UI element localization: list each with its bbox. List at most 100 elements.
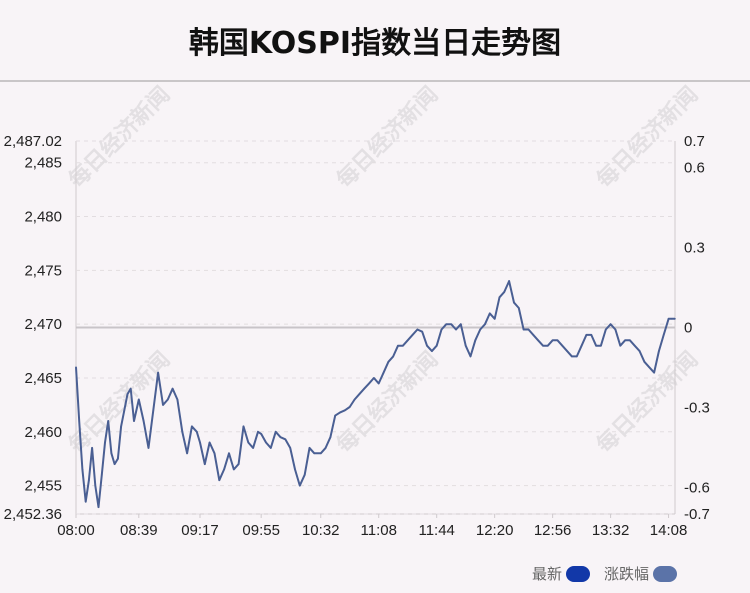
series-point [571, 355, 573, 358]
right-tick-label-5: -0.6 [684, 479, 710, 496]
series-point [547, 344, 549, 347]
series-point [308, 447, 311, 449]
series-point [580, 344, 583, 347]
series-group [75, 280, 676, 509]
series-point [279, 436, 282, 439]
series-point [260, 433, 263, 435]
series-point [110, 452, 113, 455]
series-point [320, 452, 322, 455]
series-point [674, 318, 676, 320]
right-tick-label-0: 0.7 [684, 133, 705, 150]
series-point [643, 361, 646, 363]
series-point [653, 371, 655, 374]
series-point [648, 366, 650, 369]
series-point [556, 339, 559, 342]
left-tick-label-4: 2,470 [24, 316, 62, 333]
series-point [387, 361, 390, 363]
legend-label-latest: 最新 [532, 565, 563, 583]
series-point [91, 447, 93, 449]
series-point [199, 441, 201, 444]
x-tick-label-4: 10:32 [302, 522, 340, 539]
x-tick-label-7: 12:20 [476, 522, 514, 539]
series-point [469, 355, 472, 358]
series-point [233, 468, 235, 471]
series-point [126, 393, 129, 395]
series-point [228, 452, 230, 455]
series-point [104, 441, 106, 444]
series-point [474, 339, 477, 342]
x-tick-label-3: 09:55 [242, 522, 280, 539]
series-point [171, 387, 174, 390]
series-point [377, 382, 380, 385]
x-tick-label-0: 08:00 [57, 522, 95, 539]
series-point [566, 350, 568, 352]
series-point [162, 404, 164, 406]
series-point [107, 420, 109, 422]
series-point [522, 328, 525, 331]
x-tick-label-5: 11:08 [361, 522, 397, 539]
series-point [186, 452, 188, 455]
series-point [191, 425, 193, 428]
series-point [551, 339, 554, 342]
series-point [75, 366, 77, 369]
series-point [88, 479, 90, 482]
series-point [508, 280, 510, 282]
series-point [397, 344, 399, 347]
series-point [542, 344, 544, 347]
series-point [353, 398, 356, 401]
right-tick-label-4: -0.3 [684, 399, 710, 416]
series-point [619, 344, 622, 347]
series-point [358, 393, 361, 395]
series-point [117, 457, 119, 460]
series-point [368, 382, 370, 385]
page-title: 韩国KOSPI指数当日走势图 [188, 26, 562, 61]
series-point [493, 318, 496, 320]
series-point [274, 431, 277, 433]
series-point [638, 350, 641, 352]
legend-swatch-change [653, 565, 678, 582]
series-point [265, 441, 267, 444]
left-tick-label-2: 2,480 [24, 209, 62, 226]
series-point [527, 328, 530, 331]
series-point [633, 344, 636, 347]
series-point [113, 463, 116, 465]
series-point [129, 387, 132, 390]
series-point [460, 323, 462, 326]
series-point [204, 463, 206, 465]
series-point [431, 350, 433, 352]
series-point [152, 409, 155, 412]
legend-label-change: 涨跌幅 [604, 565, 650, 583]
series-point [223, 468, 225, 471]
series-point [382, 371, 385, 374]
series-point [489, 312, 491, 315]
series-point [440, 328, 443, 331]
series-point [450, 323, 453, 326]
left-tick-label-6: 2,460 [24, 424, 62, 441]
series-point [247, 441, 250, 444]
series-point [537, 339, 539, 342]
series-point [344, 409, 346, 412]
x-tick-label-1: 08:39 [120, 522, 158, 539]
left-tick-label-8: 2,452.36 [4, 506, 62, 523]
right-tick-label-6: -0.7 [684, 506, 710, 523]
right-tick-label-3: 0 [684, 320, 692, 337]
series-point [329, 436, 332, 439]
series-point [237, 463, 240, 465]
series-point [416, 328, 419, 331]
series-point [270, 447, 272, 449]
series-point [455, 328, 457, 331]
series-point [196, 431, 198, 433]
series-point [284, 438, 287, 441]
series-point [94, 484, 97, 487]
series-point [142, 420, 145, 422]
x-tick-label-10: 14:08 [650, 522, 688, 539]
x-tick-label-8: 12:56 [534, 522, 572, 539]
series-point [213, 452, 216, 455]
series-point [339, 411, 341, 414]
series-point [289, 447, 292, 449]
series-point [624, 339, 626, 342]
series-point [252, 447, 254, 449]
left-tick-label-1: 2,485 [24, 155, 62, 172]
series-point [600, 344, 602, 347]
